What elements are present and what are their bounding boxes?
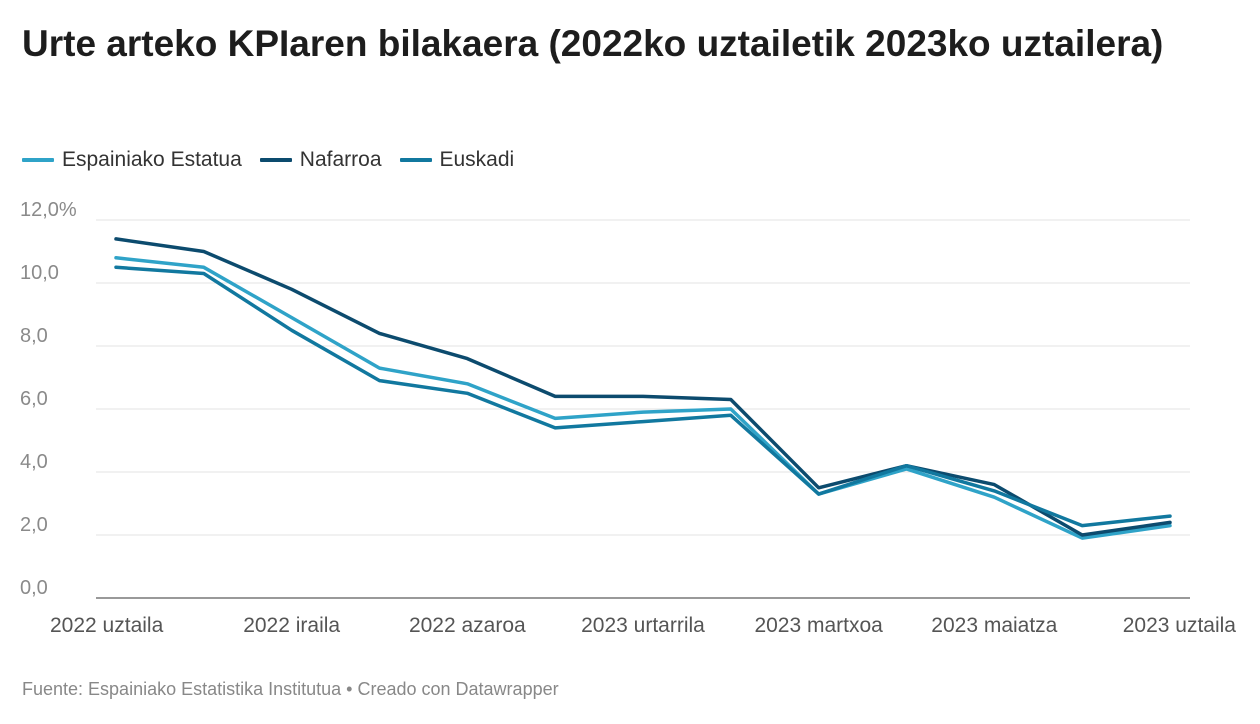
legend-label: Euskadi	[439, 148, 515, 171]
series-line-euskadi	[114, 265, 1172, 528]
legend-item-1: Nafarroa	[259, 148, 382, 172]
x-tick-label: 2023 martxoa	[754, 614, 883, 637]
series-line-nafarroa	[114, 237, 1172, 537]
x-tick-label: 2022 uztaila	[50, 614, 164, 637]
legend-label: Nafarroa	[299, 148, 382, 171]
x-tick-label: 2023 uztaila	[1123, 614, 1237, 637]
y-tick-label: 10,0	[20, 262, 59, 284]
y-tick-label: 2,0	[20, 514, 48, 536]
y-tick-label: 6,0	[20, 388, 48, 410]
x-tick-label: 2023 maiatza	[931, 614, 1057, 637]
legend-swatch	[259, 158, 292, 162]
legend-item-0: Espainiako Estatua	[22, 148, 242, 172]
chart-title: Urte arteko KPIaren bilakaera (2022ko uz…	[22, 23, 1164, 64]
legend-item-2: Euskadi	[399, 148, 515, 172]
legend-label: Espainiako Estatua	[62, 148, 242, 171]
legend: Espainiako Estatua Nafarroa Euskadi	[22, 148, 532, 172]
x-tick-label: 2023 urtarrila	[581, 614, 705, 637]
y-tick-label: 4,0	[20, 451, 48, 473]
source-note: Fuente: Espainiako Estatistika Institutu…	[22, 679, 559, 699]
legend-swatch	[399, 158, 432, 162]
y-tick-label: 0,0	[20, 577, 48, 599]
y-tick-label: 12,0%	[20, 199, 77, 221]
series-line-espainiako-estatua	[114, 256, 1172, 540]
y-tick-label: 8,0	[20, 325, 48, 347]
x-tick-label: 2022 azaroa	[409, 614, 526, 637]
x-tick-label: 2022 iraila	[243, 614, 340, 637]
legend-swatch	[22, 158, 54, 162]
line-chart: 0,0 2,0 4,0 6,0 8,0 10,0 12,0% 2022 uztaila 2022…	[20, 199, 1237, 637]
